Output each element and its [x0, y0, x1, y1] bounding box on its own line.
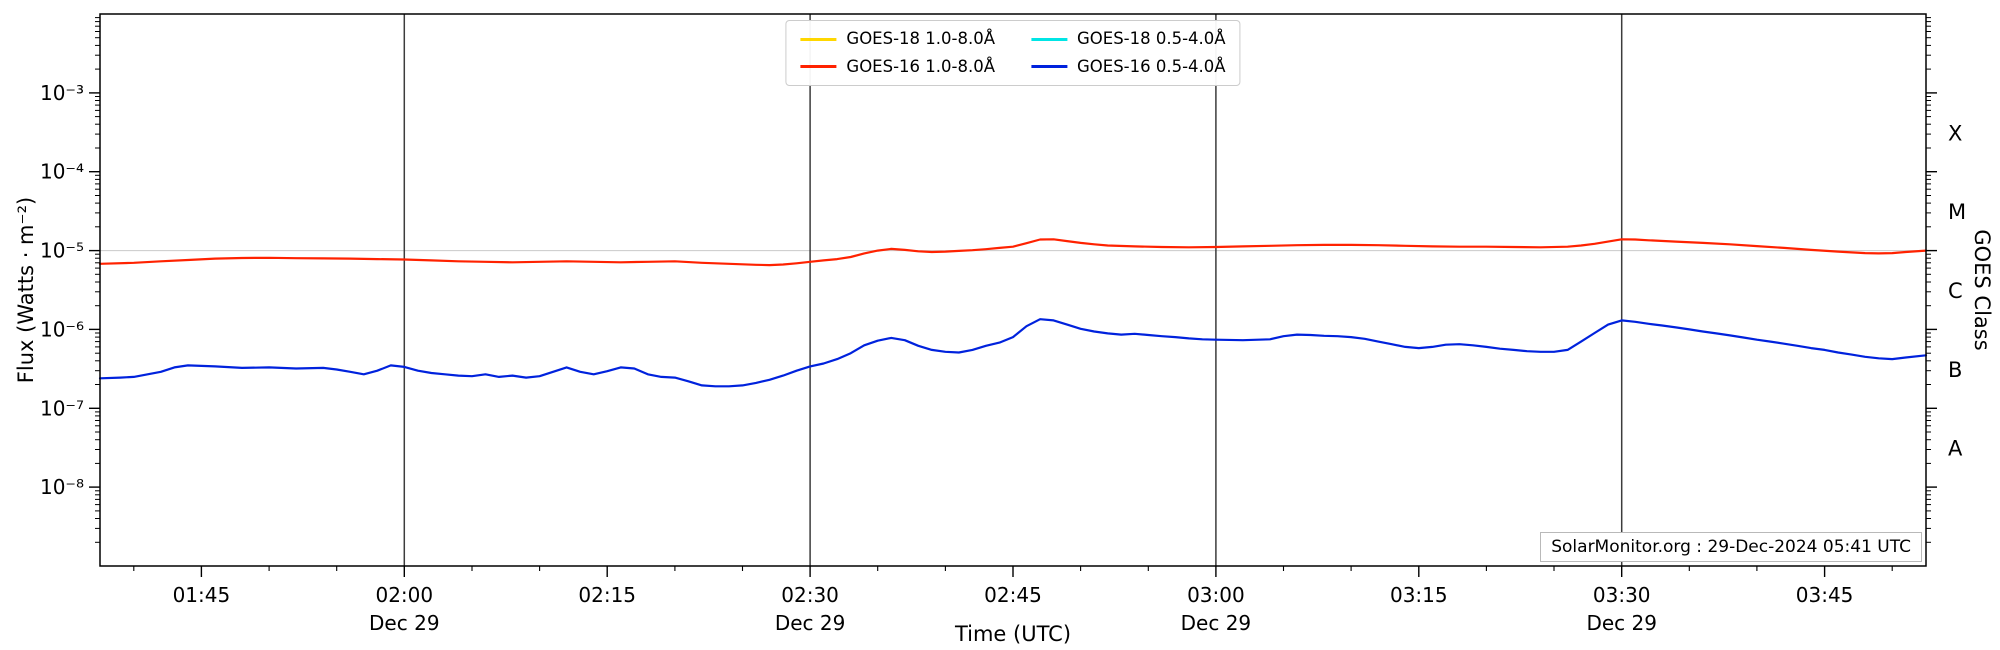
legend-line-swatch [1031, 37, 1067, 41]
y-axis-title-goes-class: GOES Class [1970, 229, 1994, 351]
legend-entry-goes-16-1-0-8-0: GOES-16 1.0-8.0Å [800, 56, 995, 76]
x-date-label: Dec 29 [369, 611, 440, 635]
x-tick-label: 03:45 [1796, 583, 1854, 607]
x-date-label: Dec 29 [1181, 611, 1252, 635]
y-tick-label: 10⁻⁸ [40, 475, 84, 499]
x-tick-label: 03:00 [1187, 583, 1245, 607]
legend-line-swatch [1031, 65, 1067, 69]
y-tick-label: 10⁻⁴ [40, 160, 84, 184]
legend-entry-goes-18-1-0-8-0: GOES-18 1.0-8.0Å [800, 29, 995, 48]
legend-entry-goes-16-0-5-4-0: GOES-16 0.5-4.0Å [1031, 56, 1226, 76]
legend-column: GOES-18 0.5-4.0Å GOES-16 0.5-4.0Å [1031, 29, 1226, 76]
x-date-label: Dec 29 [775, 611, 846, 635]
legend-line-swatch [800, 37, 837, 41]
x-tick-label: 02:15 [578, 583, 636, 607]
legend-label: GOES-16 0.5-4.0Å [1077, 56, 1226, 76]
y-tick-label: 10⁻⁵ [40, 239, 84, 263]
legend: GOES-18 1.0-8.0Å GOES-16 1.0-8.0Å GOES-18 … [785, 20, 1241, 86]
series-goes-16-1-0-8-0-line [98, 238, 1928, 267]
legend-line-swatch [800, 65, 837, 69]
goes-class-label: M [1948, 200, 1966, 224]
x-axis-title: Time (UTC) [954, 622, 1072, 646]
legend-label: GOES-16 1.0-8.0Å [846, 56, 995, 76]
goes-class-label: A [1948, 437, 1963, 461]
source-annotation: SolarMonitor.org : 29-Dec-2024 05:41 UTC [1540, 532, 1922, 562]
y-tick-label: 10⁻⁶ [40, 317, 84, 341]
goes-class-label: B [1948, 358, 1962, 382]
x-date-label: Dec 29 [1586, 611, 1657, 635]
legend-column: GOES-18 1.0-8.0Å GOES-16 1.0-8.0Å [800, 29, 995, 76]
legend-label: GOES-18 0.5-4.0Å [1077, 29, 1226, 48]
x-tick-label: 01:45 [173, 583, 231, 607]
goes-class-label: C [1948, 279, 1963, 303]
x-tick-label: 02:30 [781, 583, 839, 607]
y-tick-label: 10⁻³ [40, 81, 84, 105]
x-tick-label: 03:30 [1593, 583, 1651, 607]
y-axis-title-flux: Flux (Watts · m⁻²) [14, 196, 38, 384]
plot-frame [99, 13, 1927, 567]
goes-class-label: X [1948, 121, 1962, 145]
series-goes-16-0-5-4-0-line [98, 318, 1928, 388]
x-tick-label: 03:15 [1390, 583, 1448, 607]
legend-label: GOES-18 1.0-8.0Å [846, 29, 995, 48]
x-tick-label: 02:00 [375, 583, 433, 607]
x-tick-label: 02:45 [984, 583, 1042, 607]
legend-entry-goes-18-0-5-4-0: GOES-18 0.5-4.0Å [1031, 29, 1226, 48]
y-tick-label: 10⁻⁷ [40, 396, 84, 420]
